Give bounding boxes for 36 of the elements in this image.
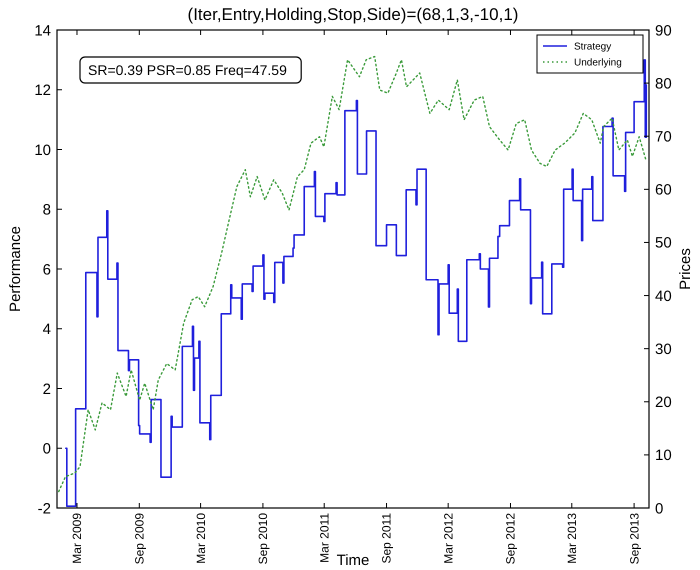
- x-tick-label: Sep 2012: [504, 512, 518, 564]
- y2-tick-label: 90: [655, 22, 672, 40]
- legend-label: Strategy: [574, 42, 612, 52]
- y-tick-label: -2: [38, 500, 51, 518]
- y-tick-label: 6: [42, 261, 51, 278]
- x-tick-label: Mar 2011: [317, 512, 332, 563]
- x-axis-title: Time: [336, 552, 370, 569]
- y-axis-title: Performance: [7, 226, 24, 312]
- x-tick-label: Mar 2013: [564, 512, 579, 564]
- y2-tick-label: 20: [655, 394, 672, 412]
- y2-tick-label: 60: [655, 182, 672, 199]
- y-tick-label: 0: [42, 440, 51, 458]
- x-tick-label: Mar 2009: [70, 512, 84, 564]
- legend-label: Underlying: [574, 58, 622, 68]
- y-tick-label: 2: [42, 380, 51, 398]
- y-tick-label: 8: [42, 202, 51, 218]
- chart-title: (Iter,Entry,Holding,Stop,Side)=(68,1,3,-10,1): [188, 5, 518, 24]
- y-tick-label: 14: [34, 22, 51, 40]
- y2-tick-label: 30: [655, 340, 672, 358]
- y2-tick-label: 50: [655, 234, 672, 252]
- x-tick-label: Sep 2011: [380, 512, 394, 564]
- y-tick-label: 10: [34, 142, 51, 159]
- x-tick-label: Mar 2010: [194, 512, 208, 564]
- x-tick-label: Sep 2010: [256, 512, 270, 564]
- x-tick-label: Sep 2013: [627, 512, 642, 564]
- annotation: SR=0.39 PSR=0.85 Freq=47.59: [88, 62, 288, 78]
- x-tick-label: Sep 2009: [132, 512, 146, 564]
- x-tick-label: Mar 2012: [441, 512, 456, 564]
- y-tick-label: 4: [42, 321, 51, 338]
- y2-tick-label: 0: [655, 500, 664, 518]
- y2-tick-label: 10: [655, 447, 672, 464]
- y2-tick-label: 40: [655, 288, 672, 305]
- y2-tick-label: 80: [655, 75, 672, 92]
- y2-axis-title: Prices: [677, 248, 694, 290]
- y-tick-label: 12: [34, 82, 51, 99]
- y2-tick-label: 70: [655, 128, 672, 146]
